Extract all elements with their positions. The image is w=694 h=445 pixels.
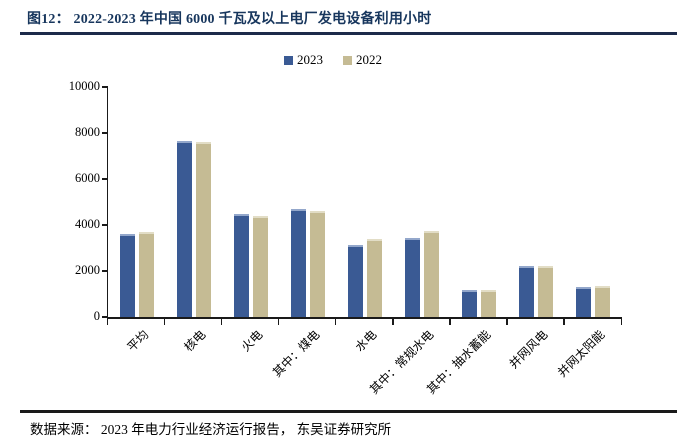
- data-source-note: 数据来源： 2023 年电力行业经济运行报告， 东吴证券研究所: [30, 422, 392, 437]
- y-axis-tick-label: 6000: [75, 171, 100, 185]
- bar-2023: [576, 287, 592, 317]
- x-axis-category-label: 并网风电: [506, 327, 551, 372]
- bar-2022: [481, 289, 497, 317]
- bar-2022: [195, 141, 211, 317]
- y-axis-tick-label: 8000: [75, 125, 100, 139]
- legend-swatch-2022-icon: [343, 55, 352, 65]
- bar-2022: [309, 211, 325, 317]
- figure-title: 图12： 2022-2023 年中国 6000 千瓦及以上电厂发电设备利用小时: [27, 12, 432, 27]
- x-axis-tick: [277, 318, 280, 325]
- bar-2023: [348, 244, 363, 317]
- y-axis-tick-label: 10000: [68, 79, 100, 93]
- x-axis-category-label: 火电: [238, 327, 266, 355]
- bar-2022: [424, 231, 440, 317]
- bar-2022: [538, 265, 554, 317]
- x-axis-tick: [449, 318, 451, 325]
- y-axis-tick: [102, 178, 108, 180]
- x-axis-category-label: 水电: [352, 327, 380, 355]
- legend-label-2022: 2022: [356, 52, 382, 67]
- x-axis-line: [106, 317, 622, 319]
- x-axis-category-label: 其中：煤电: [269, 327, 323, 380]
- chart-legend: 2023 2022: [0, 52, 680, 68]
- bar-2023: [290, 209, 306, 317]
- bar-2023: [519, 265, 535, 317]
- legend-label-2023: 2023: [297, 52, 323, 67]
- y-axis-tick: [102, 270, 108, 272]
- y-axis-tick: [102, 224, 108, 226]
- legend-swatch-2023-icon: [284, 55, 293, 65]
- bar-2022: [367, 238, 382, 317]
- y-axis-tick: [102, 132, 108, 134]
- x-axis-category-label: 平均: [123, 327, 151, 355]
- y-axis-tick-label: 4000: [75, 217, 100, 231]
- bar-2022: [595, 286, 611, 317]
- bar-2023: [405, 238, 421, 317]
- bar-2022: [138, 232, 154, 317]
- y-axis-line: [106, 87, 108, 319]
- x-axis-tick: [334, 318, 337, 325]
- bar-2022: [252, 216, 268, 317]
- x-axis-tick: [106, 318, 108, 325]
- x-axis-tick: [392, 318, 394, 325]
- x-axis-category-label: 并网太阳能: [555, 327, 608, 380]
- bar-2023: [233, 214, 249, 317]
- bar-2023: [462, 289, 478, 317]
- x-axis-tick: [506, 318, 508, 325]
- footer-divider: [20, 410, 677, 413]
- x-axis-tick: [563, 318, 565, 325]
- x-axis-tick: [220, 318, 223, 325]
- y-axis-tick-label: 0: [93, 309, 100, 323]
- title-divider: [20, 32, 677, 35]
- x-axis-category-label: 核电: [181, 327, 208, 355]
- x-axis-tick: [163, 318, 166, 325]
- bar-2023: [176, 140, 192, 317]
- bar-2023: [119, 234, 135, 317]
- legend-item-2023: 2023: [284, 52, 323, 68]
- legend-item-2022: 2022: [343, 52, 382, 68]
- y-axis-tick: [102, 86, 108, 88]
- x-axis-tick: [620, 318, 622, 325]
- y-axis-tick: [102, 316, 108, 318]
- y-axis-tick-label: 2000: [75, 263, 100, 277]
